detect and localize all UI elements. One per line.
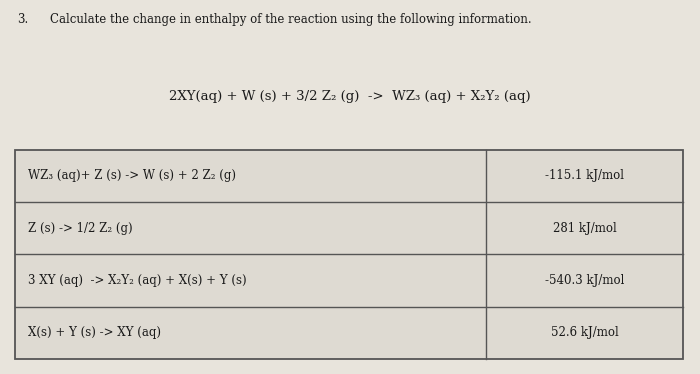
Text: -115.1 kJ/mol: -115.1 kJ/mol: [545, 169, 624, 182]
FancyBboxPatch shape: [15, 150, 682, 359]
Text: 3.: 3.: [18, 13, 29, 26]
Text: 52.6 kJ/mol: 52.6 kJ/mol: [551, 327, 618, 339]
Text: WZ₃ (aq)+ Z (s) -> W (s) + 2 Z₂ (g): WZ₃ (aq)+ Z (s) -> W (s) + 2 Z₂ (g): [28, 169, 236, 182]
Text: 3 XY (aq)  -> X₂Y₂ (aq) + X(s) + Y (s): 3 XY (aq) -> X₂Y₂ (aq) + X(s) + Y (s): [28, 274, 246, 287]
Text: X(s) + Y (s) -> XY (aq): X(s) + Y (s) -> XY (aq): [28, 327, 161, 339]
Text: -540.3 kJ/mol: -540.3 kJ/mol: [545, 274, 624, 287]
Text: Calculate the change in enthalpy of the reaction using the following information: Calculate the change in enthalpy of the …: [50, 13, 532, 26]
Text: 2XY(aq) + W (s) + 3/2 Z₂ (g)  ->  WZ₃ (aq) + X₂Y₂ (aq): 2XY(aq) + W (s) + 3/2 Z₂ (g) -> WZ₃ (aq)…: [169, 90, 531, 103]
Text: 281 kJ/mol: 281 kJ/mol: [552, 222, 617, 234]
Text: Z (s) -> 1/2 Z₂ (g): Z (s) -> 1/2 Z₂ (g): [28, 222, 132, 234]
